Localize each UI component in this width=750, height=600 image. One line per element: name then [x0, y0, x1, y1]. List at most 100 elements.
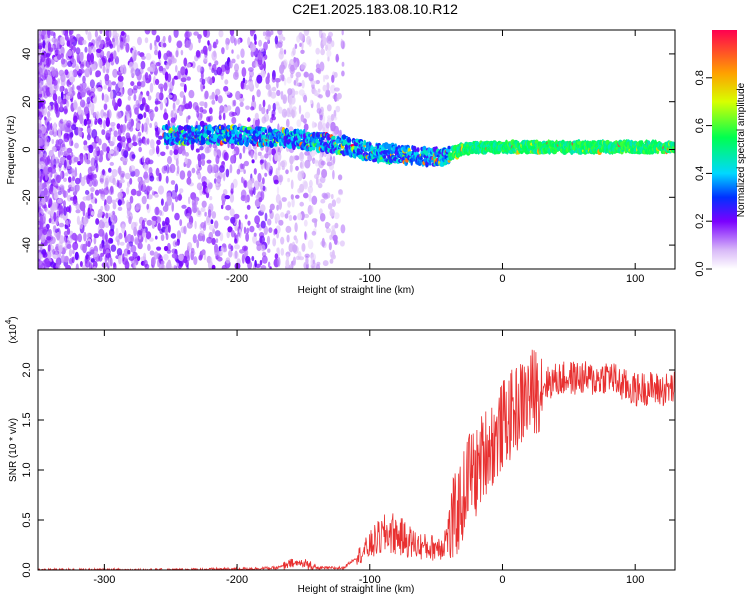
noise-mark — [38, 55, 41, 64]
noise-mark — [308, 193, 312, 202]
noise-mark — [137, 113, 143, 120]
noise-mark — [221, 204, 224, 210]
noise-mark — [44, 257, 50, 268]
noise-mark — [303, 181, 308, 190]
noise-mark — [206, 215, 210, 224]
noise-mark — [65, 264, 71, 269]
noise-mark — [131, 221, 137, 231]
noise-mark — [286, 76, 292, 84]
noise-mark — [176, 40, 183, 48]
noise-mark — [126, 187, 130, 195]
signal-mark — [209, 124, 212, 131]
noise-mark — [48, 218, 52, 224]
noise-mark — [236, 168, 241, 175]
noise-mark — [90, 249, 95, 255]
noise-mark — [79, 63, 85, 70]
noise-mark — [213, 151, 217, 157]
noise-mark — [117, 111, 123, 119]
noise-mark — [74, 251, 79, 261]
noise-mark — [117, 206, 123, 211]
noise-mark — [87, 240, 91, 248]
noise-mark — [322, 74, 326, 83]
signal-mark — [262, 132, 265, 136]
noise-mark — [258, 39, 263, 47]
noise-mark — [302, 243, 306, 252]
y-tick-label: 40 — [21, 48, 33, 60]
noise-mark — [201, 249, 206, 256]
noise-mark — [330, 114, 335, 122]
noise-mark — [39, 80, 44, 88]
noise-mark — [289, 263, 293, 269]
noise-mark — [137, 230, 143, 236]
noise-mark — [326, 50, 332, 58]
noise-mark — [112, 135, 116, 145]
noise-mark — [224, 195, 231, 200]
noise-mark — [170, 110, 174, 118]
noise-mark — [106, 146, 110, 154]
signal-mark — [447, 145, 451, 150]
noise-mark — [99, 59, 103, 69]
noise-mark — [215, 93, 218, 102]
noise-mark — [100, 109, 105, 119]
noise-mark — [317, 182, 323, 189]
noise-mark — [280, 248, 285, 256]
noise-mark — [158, 65, 164, 72]
noise-mark — [129, 177, 133, 185]
y-tick-label: -20 — [21, 189, 33, 205]
noise-mark — [198, 254, 203, 261]
noise-mark — [93, 266, 97, 269]
noise-mark — [254, 259, 257, 268]
noise-mark — [261, 255, 268, 264]
noise-mark — [85, 254, 89, 260]
noise-mark — [292, 106, 297, 111]
noise-mark — [294, 222, 298, 233]
noise-mark — [44, 140, 48, 150]
noise-mark — [214, 60, 219, 66]
noise-mark — [221, 193, 227, 203]
noise-mark — [128, 118, 134, 127]
noise-mark — [174, 212, 180, 221]
noise-mark — [87, 166, 93, 176]
noise-mark — [54, 100, 58, 109]
noise-mark — [318, 94, 323, 99]
noise-mark — [47, 34, 51, 39]
noise-mark — [315, 47, 321, 55]
noise-mark — [261, 106, 266, 115]
noise-mark — [70, 151, 74, 158]
signal-mark — [197, 131, 200, 135]
noise-mark — [274, 253, 279, 260]
noise-mark — [120, 64, 124, 74]
noise-mark — [133, 93, 137, 102]
signal-mark — [428, 162, 432, 166]
noise-mark — [241, 60, 245, 64]
noise-mark — [156, 139, 161, 146]
noise-mark — [201, 158, 206, 167]
noise-mark — [233, 213, 240, 219]
noise-mark — [229, 164, 233, 174]
noise-mark — [331, 249, 335, 259]
noise-mark — [282, 36, 286, 41]
noise-mark — [274, 153, 278, 162]
noise-mark — [270, 91, 277, 99]
noise-mark — [282, 94, 287, 104]
noise-mark — [262, 99, 266, 108]
noise-mark — [255, 117, 260, 127]
noise-mark — [167, 156, 172, 165]
noise-mark — [52, 248, 56, 255]
signal-mark — [197, 124, 201, 131]
noise-mark — [254, 112, 259, 120]
noise-mark — [146, 219, 153, 226]
noise-mark — [38, 184, 41, 192]
noise-mark — [303, 213, 310, 219]
noise-mark — [262, 31, 266, 37]
noise-mark — [41, 30, 47, 36]
noise-mark — [170, 180, 176, 185]
noise-mark — [234, 238, 238, 244]
noise-mark — [191, 61, 196, 69]
noise-mark — [267, 261, 271, 268]
noise-mark — [316, 167, 321, 176]
noise-mark — [104, 180, 109, 190]
noise-mark — [59, 118, 64, 124]
noise-mark — [177, 70, 181, 80]
noise-mark — [141, 219, 146, 230]
